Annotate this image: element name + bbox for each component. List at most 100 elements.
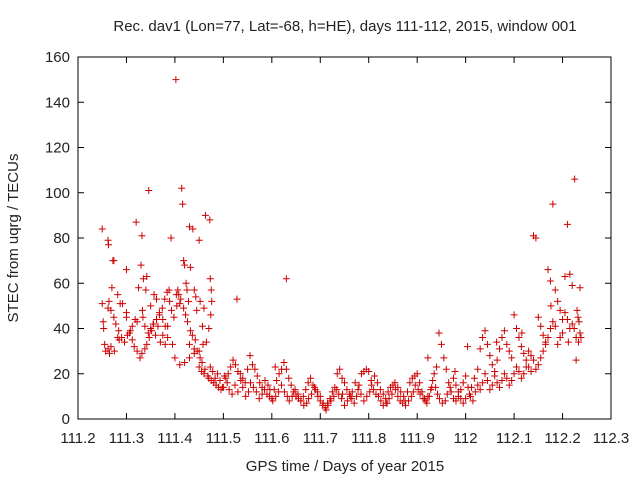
data-point <box>537 354 545 362</box>
data-point <box>476 386 484 394</box>
data-point <box>522 363 530 371</box>
y-tick-label: 0 <box>62 411 70 428</box>
x-tick-label: 111.6 <box>254 430 289 447</box>
data-point <box>192 293 200 301</box>
data-point <box>464 343 472 351</box>
data-point <box>199 322 207 330</box>
data-point <box>145 334 153 342</box>
data-point <box>520 349 528 357</box>
data-point <box>142 286 150 294</box>
data-point <box>207 311 215 319</box>
data-point <box>299 392 307 400</box>
data-point <box>227 363 235 371</box>
data-point <box>133 318 141 326</box>
data-point <box>466 390 474 398</box>
data-point <box>434 390 442 398</box>
data-point <box>191 336 199 344</box>
data-point <box>201 365 209 373</box>
data-point <box>350 399 358 407</box>
data-point <box>204 372 212 380</box>
data-point <box>532 365 540 373</box>
data-point <box>549 200 557 208</box>
data-point <box>214 370 222 378</box>
data-point <box>503 340 511 348</box>
data-point <box>207 286 215 294</box>
data-point <box>150 320 158 328</box>
x-tick-label: 112.2 <box>544 430 580 447</box>
data-point <box>112 320 120 328</box>
data-point <box>576 329 584 337</box>
data-point <box>447 388 455 396</box>
data-point <box>218 383 226 391</box>
data-point <box>137 261 145 269</box>
data-point <box>138 349 146 357</box>
data-point <box>252 388 260 396</box>
data-point <box>145 186 153 194</box>
x-axis-ticks: 111.2 111.3 111.4 111.5 111.6 111.7 111.8 111.9… <box>60 57 629 447</box>
data-point <box>246 379 254 387</box>
data-point <box>575 338 583 346</box>
x-tick-label: 111.8 <box>351 430 386 447</box>
data-point <box>435 395 443 403</box>
data-point <box>406 379 414 387</box>
data-point <box>143 340 151 348</box>
data-point <box>242 392 250 400</box>
data-point <box>278 381 286 389</box>
data-point <box>452 381 460 389</box>
data-point <box>302 386 310 394</box>
data-point <box>529 356 537 364</box>
data-point <box>327 397 335 405</box>
data-point <box>143 272 151 280</box>
data-point <box>98 300 106 308</box>
data-point <box>231 381 239 389</box>
data-point <box>402 401 410 409</box>
data-point <box>167 234 175 242</box>
data-point <box>568 282 576 290</box>
data-point <box>556 306 564 314</box>
data-point <box>177 295 185 303</box>
data-point <box>181 261 189 269</box>
data-point <box>168 306 176 314</box>
x-tick-label: 112.3 <box>593 430 629 447</box>
data-point <box>547 302 555 310</box>
data-point <box>105 349 113 357</box>
data-point <box>556 334 564 342</box>
data-point <box>383 399 391 407</box>
data-point <box>287 381 295 389</box>
data-point <box>297 397 305 405</box>
data-point <box>336 365 344 373</box>
data-point <box>341 401 348 409</box>
data-point <box>122 266 130 274</box>
data-point <box>443 390 451 398</box>
data-point <box>170 313 178 321</box>
data-point <box>384 388 392 396</box>
data-point <box>534 313 542 321</box>
data-point <box>269 397 277 405</box>
data-point <box>280 358 288 366</box>
data-point <box>488 361 496 369</box>
data-point <box>566 325 574 332</box>
data-point <box>154 322 162 330</box>
data-point <box>253 372 261 380</box>
data-point <box>168 340 176 348</box>
data-point <box>517 374 525 382</box>
data-point <box>498 377 506 385</box>
data-point <box>493 356 501 364</box>
data-point <box>273 377 281 385</box>
data-point <box>118 334 126 342</box>
data-point <box>171 354 179 362</box>
y-axis-label: STEC from uqrg / TECUs <box>5 154 22 323</box>
data-point <box>353 392 361 400</box>
data-point <box>158 304 166 312</box>
data-point <box>174 286 182 294</box>
data-point <box>483 340 491 348</box>
data-point <box>328 388 336 396</box>
data-point <box>125 329 133 337</box>
data-point <box>537 322 545 330</box>
data-point <box>98 225 106 233</box>
data-point <box>138 232 146 240</box>
data-point <box>229 356 237 364</box>
data-point <box>563 220 571 228</box>
data-point <box>343 386 351 394</box>
data-point <box>300 401 308 409</box>
